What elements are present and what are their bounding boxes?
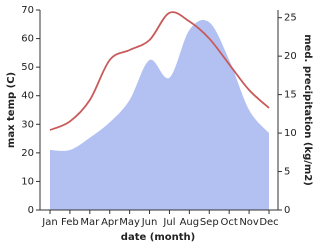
x-tick-label: Dec	[259, 217, 278, 228]
x-tick-label: Mar	[80, 217, 100, 228]
y-tick-label: 0	[28, 205, 34, 216]
temp-line	[49, 11, 270, 131]
x-tick-label: Jun	[141, 217, 158, 228]
y-tick-label: 70	[21, 5, 34, 16]
y2-tick-label: 5	[284, 167, 290, 178]
x-tick-label: Jul	[162, 217, 175, 228]
x-tick-label: Aug	[180, 217, 200, 228]
x-tick-label: May	[119, 217, 140, 228]
x-axis-title: date (month)	[121, 232, 195, 243]
y-tick-label: 30	[21, 119, 34, 130]
y2-tick-label: 15	[284, 90, 297, 101]
y-tick-label: 10	[21, 176, 34, 187]
y2-tick-label: 0	[284, 205, 290, 216]
y-axis-title: max temp (C)	[6, 72, 17, 148]
x-tick-label: Apr	[101, 217, 119, 228]
chart: date (month) max temp (C) med. precipita…	[6, 5, 313, 243]
y2-tick-label: 10	[284, 128, 297, 139]
x-tick-label: Sep	[200, 217, 219, 228]
x-tick-label: Nov	[239, 217, 259, 228]
y-tick-label: 60	[21, 34, 34, 45]
x-tick-label: Jan	[41, 217, 57, 228]
y2-tick-label: 25	[284, 13, 297, 24]
y-tick-label: 20	[21, 148, 34, 159]
y2-tick-label: 20	[284, 51, 297, 62]
x-tick-label: Oct	[221, 217, 238, 228]
y2-axis-title: med. precipitation (kg/m2)	[302, 34, 313, 186]
y-tick-label: 50	[21, 62, 34, 73]
y-tick-label: 40	[21, 91, 34, 102]
x-tick-label: Feb	[61, 217, 79, 228]
precip-area	[50, 20, 269, 210]
